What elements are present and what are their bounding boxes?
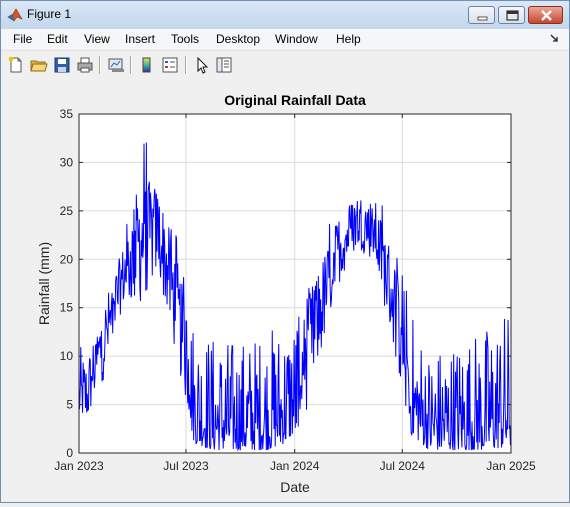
close-icon	[541, 10, 552, 21]
insert-colorbar-icon[interactable]	[138, 56, 156, 74]
property-editor-icon[interactable]	[215, 56, 233, 74]
x-tick-label: Jan 2025	[486, 459, 536, 473]
y-tick-label: 0	[66, 446, 73, 460]
maximize-icon	[506, 10, 519, 21]
menu-window[interactable]: Window	[275, 32, 318, 46]
new-figure-icon[interactable]	[7, 56, 25, 74]
menu-file[interactable]: File	[13, 32, 33, 46]
menu-desktop[interactable]: Desktop	[216, 32, 261, 46]
menu-help[interactable]: Help	[336, 32, 361, 46]
chart-title: Original Rainfall Data	[224, 92, 366, 108]
x-axis-label: Date	[280, 479, 310, 495]
y-tick-label: 25	[60, 204, 74, 218]
rainfall-chart: Jan 2023 Jul 2023 Jan 2024 Jul 2024 Jan 2025…	[36, 92, 536, 495]
y-tick-label: 30	[60, 155, 74, 169]
x-tick-label: Jan 2023	[54, 459, 104, 473]
open-file-icon[interactable]	[30, 56, 48, 74]
title-bar[interactable]: Figure 1	[1, 1, 569, 30]
y-tick-label: 20	[60, 252, 74, 266]
menu-insert[interactable]: Insert	[125, 32, 156, 46]
y-tick-label: 5	[66, 398, 73, 412]
menu-edit[interactable]: Edit	[47, 32, 68, 46]
x-tick-label: Jul 2024	[380, 459, 426, 473]
window-title: Figure 1	[27, 7, 72, 21]
series-line-rainfall	[78, 142, 512, 452]
axis-ticks: Jan 2023 Jul 2023 Jan 2024 Jul 2024 Jan 2025…	[54, 107, 536, 473]
y-tick-label: 35	[60, 107, 74, 121]
link-plot-icon[interactable]	[107, 56, 125, 74]
minimize-icon	[477, 16, 488, 21]
toolbar-separator	[99, 56, 101, 74]
y-axis-label: Rainfall (mm)	[36, 242, 52, 325]
figure-canvas: Jan 2023 Jul 2023 Jan 2024 Jul 2024 Jan 2025…	[1, 79, 569, 502]
y-tick-label: 15	[60, 301, 74, 315]
x-tick-label: Jul 2023	[163, 459, 209, 473]
minimize-button[interactable]	[468, 6, 495, 24]
toolbar-separator	[185, 56, 187, 74]
maximize-button[interactable]	[498, 6, 525, 24]
x-tick-label: Jan 2024	[270, 459, 320, 473]
insert-legend-icon[interactable]	[161, 56, 179, 74]
y-tick-label: 10	[60, 349, 74, 363]
edit-plot-icon[interactable]	[193, 56, 211, 74]
menu-bar: File Edit View Insert Tools Desktop Wind…	[1, 29, 569, 49]
print-icon[interactable]	[76, 56, 94, 74]
figure-toolbar	[1, 50, 569, 80]
dock-arrow-icon[interactable]	[549, 33, 559, 43]
matlab-logo-icon	[7, 8, 23, 22]
save-icon[interactable]	[53, 56, 71, 74]
toolbar-separator	[130, 56, 132, 74]
menu-view[interactable]: View	[84, 32, 110, 46]
close-button[interactable]	[528, 6, 563, 24]
menu-tools[interactable]: Tools	[171, 32, 200, 46]
